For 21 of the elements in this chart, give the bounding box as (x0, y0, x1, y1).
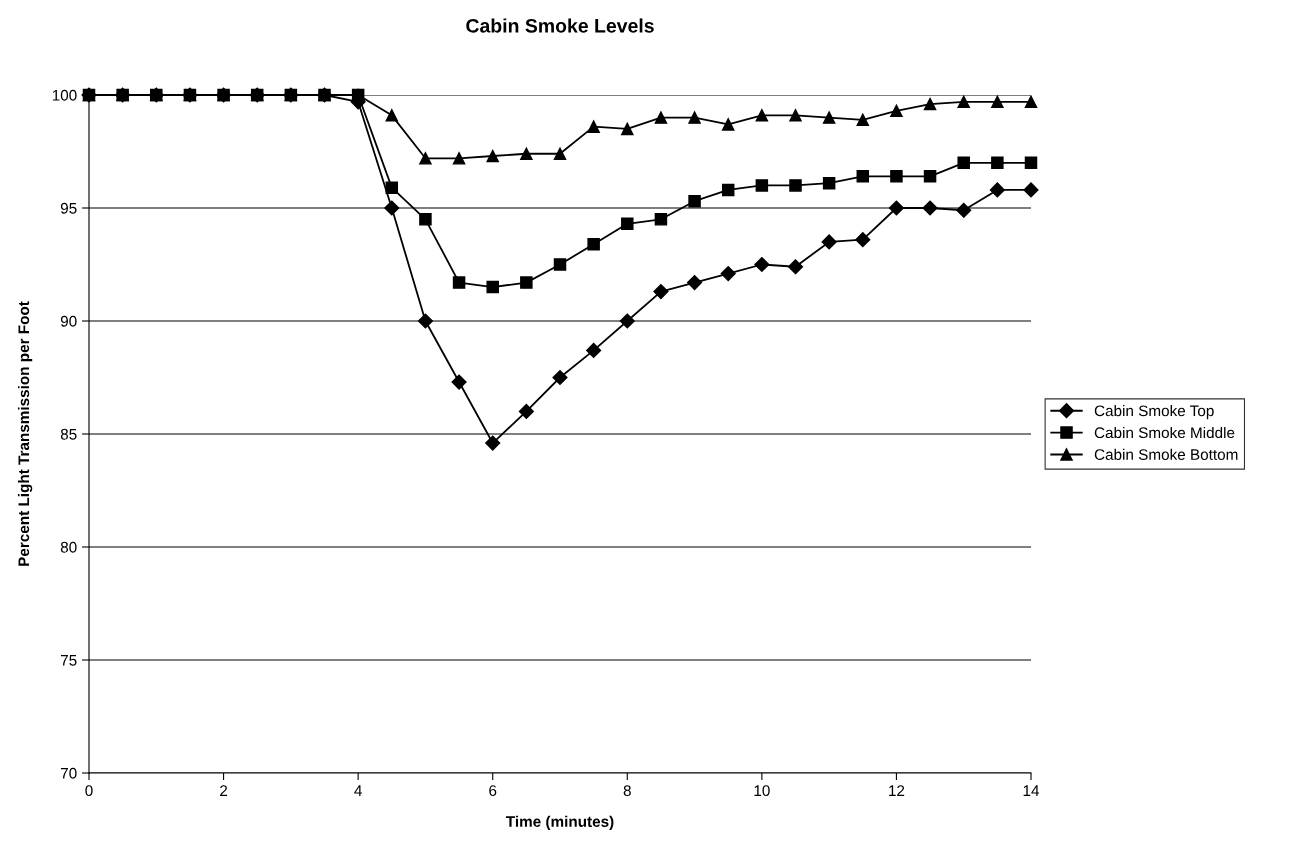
x-axis-title: Time (minutes) (505, 815, 614, 830)
y-tick-label: 100 (52, 89, 77, 101)
legend-label: Cabin Smoke Middle (1094, 426, 1235, 439)
x-tick-label: 4 (354, 785, 362, 796)
x-tick-label: 10 (754, 785, 770, 797)
y-tick-label: 80 (60, 541, 77, 553)
x-tick-label: 12 (889, 785, 905, 796)
y-axis-title: Percent Light Transmission per Foot (17, 301, 33, 566)
y-tick-label: 70 (60, 767, 77, 779)
x-tick-label: 2 (220, 785, 228, 796)
x-tick-label: 8 (623, 785, 631, 797)
y-tick-label: 85 (60, 428, 77, 440)
legend-label: Cabin Smoke Top (1094, 405, 1214, 420)
y-tick-label: 95 (60, 202, 77, 214)
y-tick-label: 75 (60, 655, 77, 666)
x-tick-label: 14 (1023, 785, 1040, 796)
x-tick-label: 0 (85, 785, 93, 797)
x-tick-label: 6 (489, 785, 497, 797)
legend-label: Cabin Smoke Bottom (1094, 448, 1238, 460)
chart-title: Cabin Smoke Levels (466, 18, 654, 33)
y-tick-label: 90 (60, 315, 77, 327)
